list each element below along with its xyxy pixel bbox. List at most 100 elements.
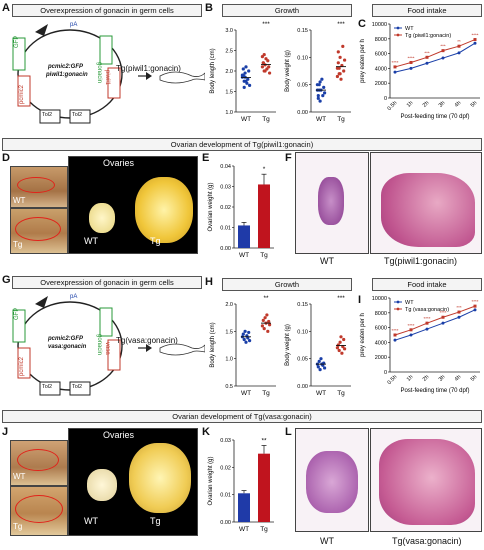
data-point — [315, 83, 319, 87]
photo-label-wt-d: WT — [13, 196, 26, 205]
y-tick-label: 0.02 — [220, 205, 231, 211]
x-tick-label: Tg — [262, 390, 270, 397]
gfp-box — [12, 37, 26, 71]
series-point — [409, 328, 413, 332]
construct-name-bottom-2: vasa:gonacin — [48, 344, 87, 350]
significance-label: *** — [337, 21, 345, 28]
promoter-box-bottom — [107, 339, 121, 371]
histology-wt-label-top: WT — [320, 256, 334, 266]
zebrafish-icon-bottom — [159, 343, 205, 356]
tissue-blob-tg-bottom — [379, 439, 475, 525]
series-point — [457, 51, 461, 55]
chart-body-length-top: 1.0 1.5 2.0 2.5 3.0 Body length (cm) WT Tg *** — [210, 21, 276, 123]
chart-body-weight-top: 0.00 0.05 0.10 0.15 Body weight (g) WT Tg *** — [285, 21, 351, 123]
y-tick-label: 0.03 — [220, 438, 231, 444]
zebrafish-icon — [159, 71, 205, 84]
chart-food-intake-bottom: 0 2000 4000 6000 8000 10000 prey eaten per h 0.… — [360, 296, 480, 394]
ovary-outline-wt — [17, 177, 55, 193]
panel-letter-i: I — [358, 294, 362, 306]
data-point — [261, 318, 265, 322]
legend-entry: Tg (vasa:gonacin) — [405, 307, 449, 313]
panel-letter-l: L — [285, 426, 292, 438]
chart-body-weight-bottom: 0.00 0.05 0.10 0.15 Body weight (g) WT Tg *** — [285, 295, 351, 397]
series-line — [394, 42, 476, 73]
y-axis-label: prey eaten per h — [360, 313, 366, 357]
data-point — [265, 67, 269, 71]
data-point — [341, 44, 345, 48]
data-point — [320, 77, 324, 81]
x-tick-label: WT — [239, 526, 249, 533]
tol2-label-3: Tol2 — [42, 384, 53, 390]
y-tick-label: 1.0 — [225, 110, 233, 116]
y-tick-label: 0.05 — [297, 357, 308, 363]
data-point — [335, 74, 339, 79]
food-header-bottom: Food intake — [372, 278, 482, 291]
data-point — [342, 337, 346, 342]
data-point — [241, 332, 245, 336]
y-tick-label: 0.04 — [220, 164, 231, 170]
x-tick-label: WT — [241, 116, 251, 123]
data-point — [337, 348, 341, 353]
ovary-wt-bottom — [87, 469, 117, 501]
ovaries-label-bottom: Ovaries — [103, 430, 135, 440]
histology-tg-top — [370, 152, 482, 254]
y-tick-label: 0 — [384, 96, 387, 102]
x-tick-label: WT — [316, 390, 326, 397]
panel-letter-h: H — [205, 276, 213, 288]
photo-label-tg-j: Tg — [13, 522, 23, 531]
x-axis-label: Post-feeding time (70 dpf) — [400, 114, 469, 120]
data-point — [268, 71, 272, 75]
series-point — [441, 56, 445, 60]
x-tick-label: 0.5h — [387, 374, 399, 386]
series-point — [425, 327, 429, 331]
bar — [258, 453, 270, 522]
ovary-outline-wt-bottom — [17, 449, 59, 471]
y-tick-label: 0.01 — [220, 493, 231, 499]
significance-label: **** — [391, 328, 398, 333]
data-point — [260, 65, 264, 69]
data-point — [338, 72, 342, 76]
x-tick-label: Tg — [337, 116, 345, 123]
data-point — [263, 69, 267, 73]
y-tick-label: 0.00 — [297, 110, 308, 116]
ovaries-photo-top — [68, 156, 198, 254]
y-tick-label: 2000 — [375, 81, 387, 87]
data-point — [240, 73, 244, 77]
data-point — [316, 96, 320, 100]
data-point — [318, 80, 322, 84]
tissue-blob-tg-top — [381, 173, 475, 247]
ovaries-photo-bottom — [68, 428, 198, 536]
data-point — [247, 69, 251, 73]
ovary-wt-top — [89, 203, 115, 233]
gfp-label: GFP — [14, 35, 20, 48]
significance-label: ** — [261, 437, 267, 444]
data-point — [338, 340, 342, 344]
x-tick-label: 3h — [438, 100, 447, 109]
ovary-tg-top — [135, 177, 193, 243]
y-tick-label: 3.0 — [225, 28, 233, 34]
data-point — [247, 330, 251, 335]
significance-label: *** — [424, 50, 430, 55]
y-tick-label: 2.5 — [225, 49, 233, 55]
data-point — [323, 91, 327, 95]
significance-label: **** — [407, 323, 414, 328]
ovaries-tg-label-bottom: Tg — [150, 516, 161, 526]
y-tick-label: 2.0 — [225, 69, 233, 75]
bar — [258, 184, 270, 248]
gfp-box-bottom — [12, 309, 26, 343]
x-tick-label: 0.5h — [387, 100, 399, 112]
series-point — [409, 60, 413, 64]
y-tick-label: 2.0 — [225, 302, 233, 308]
y-tick-label: 0.03 — [220, 185, 231, 191]
chart-food-intake-top: 0 2000 4000 6000 8000 10000 prey eaten per h 0.… — [360, 22, 480, 120]
x-tick-label: 2h — [422, 374, 431, 383]
series-point — [425, 321, 429, 325]
y-axis-label: Body length (cm) — [210, 322, 216, 367]
piwil1-label: piwil1 — [104, 70, 110, 86]
series-point — [441, 321, 445, 325]
significance-label: ** — [263, 295, 269, 302]
data-point — [262, 327, 266, 331]
panel-letter-g: G — [2, 274, 11, 286]
construct-diagram-top — [12, 24, 205, 124]
transgenic-label-bottom: Tg(vasa:gonacin) — [116, 336, 178, 345]
